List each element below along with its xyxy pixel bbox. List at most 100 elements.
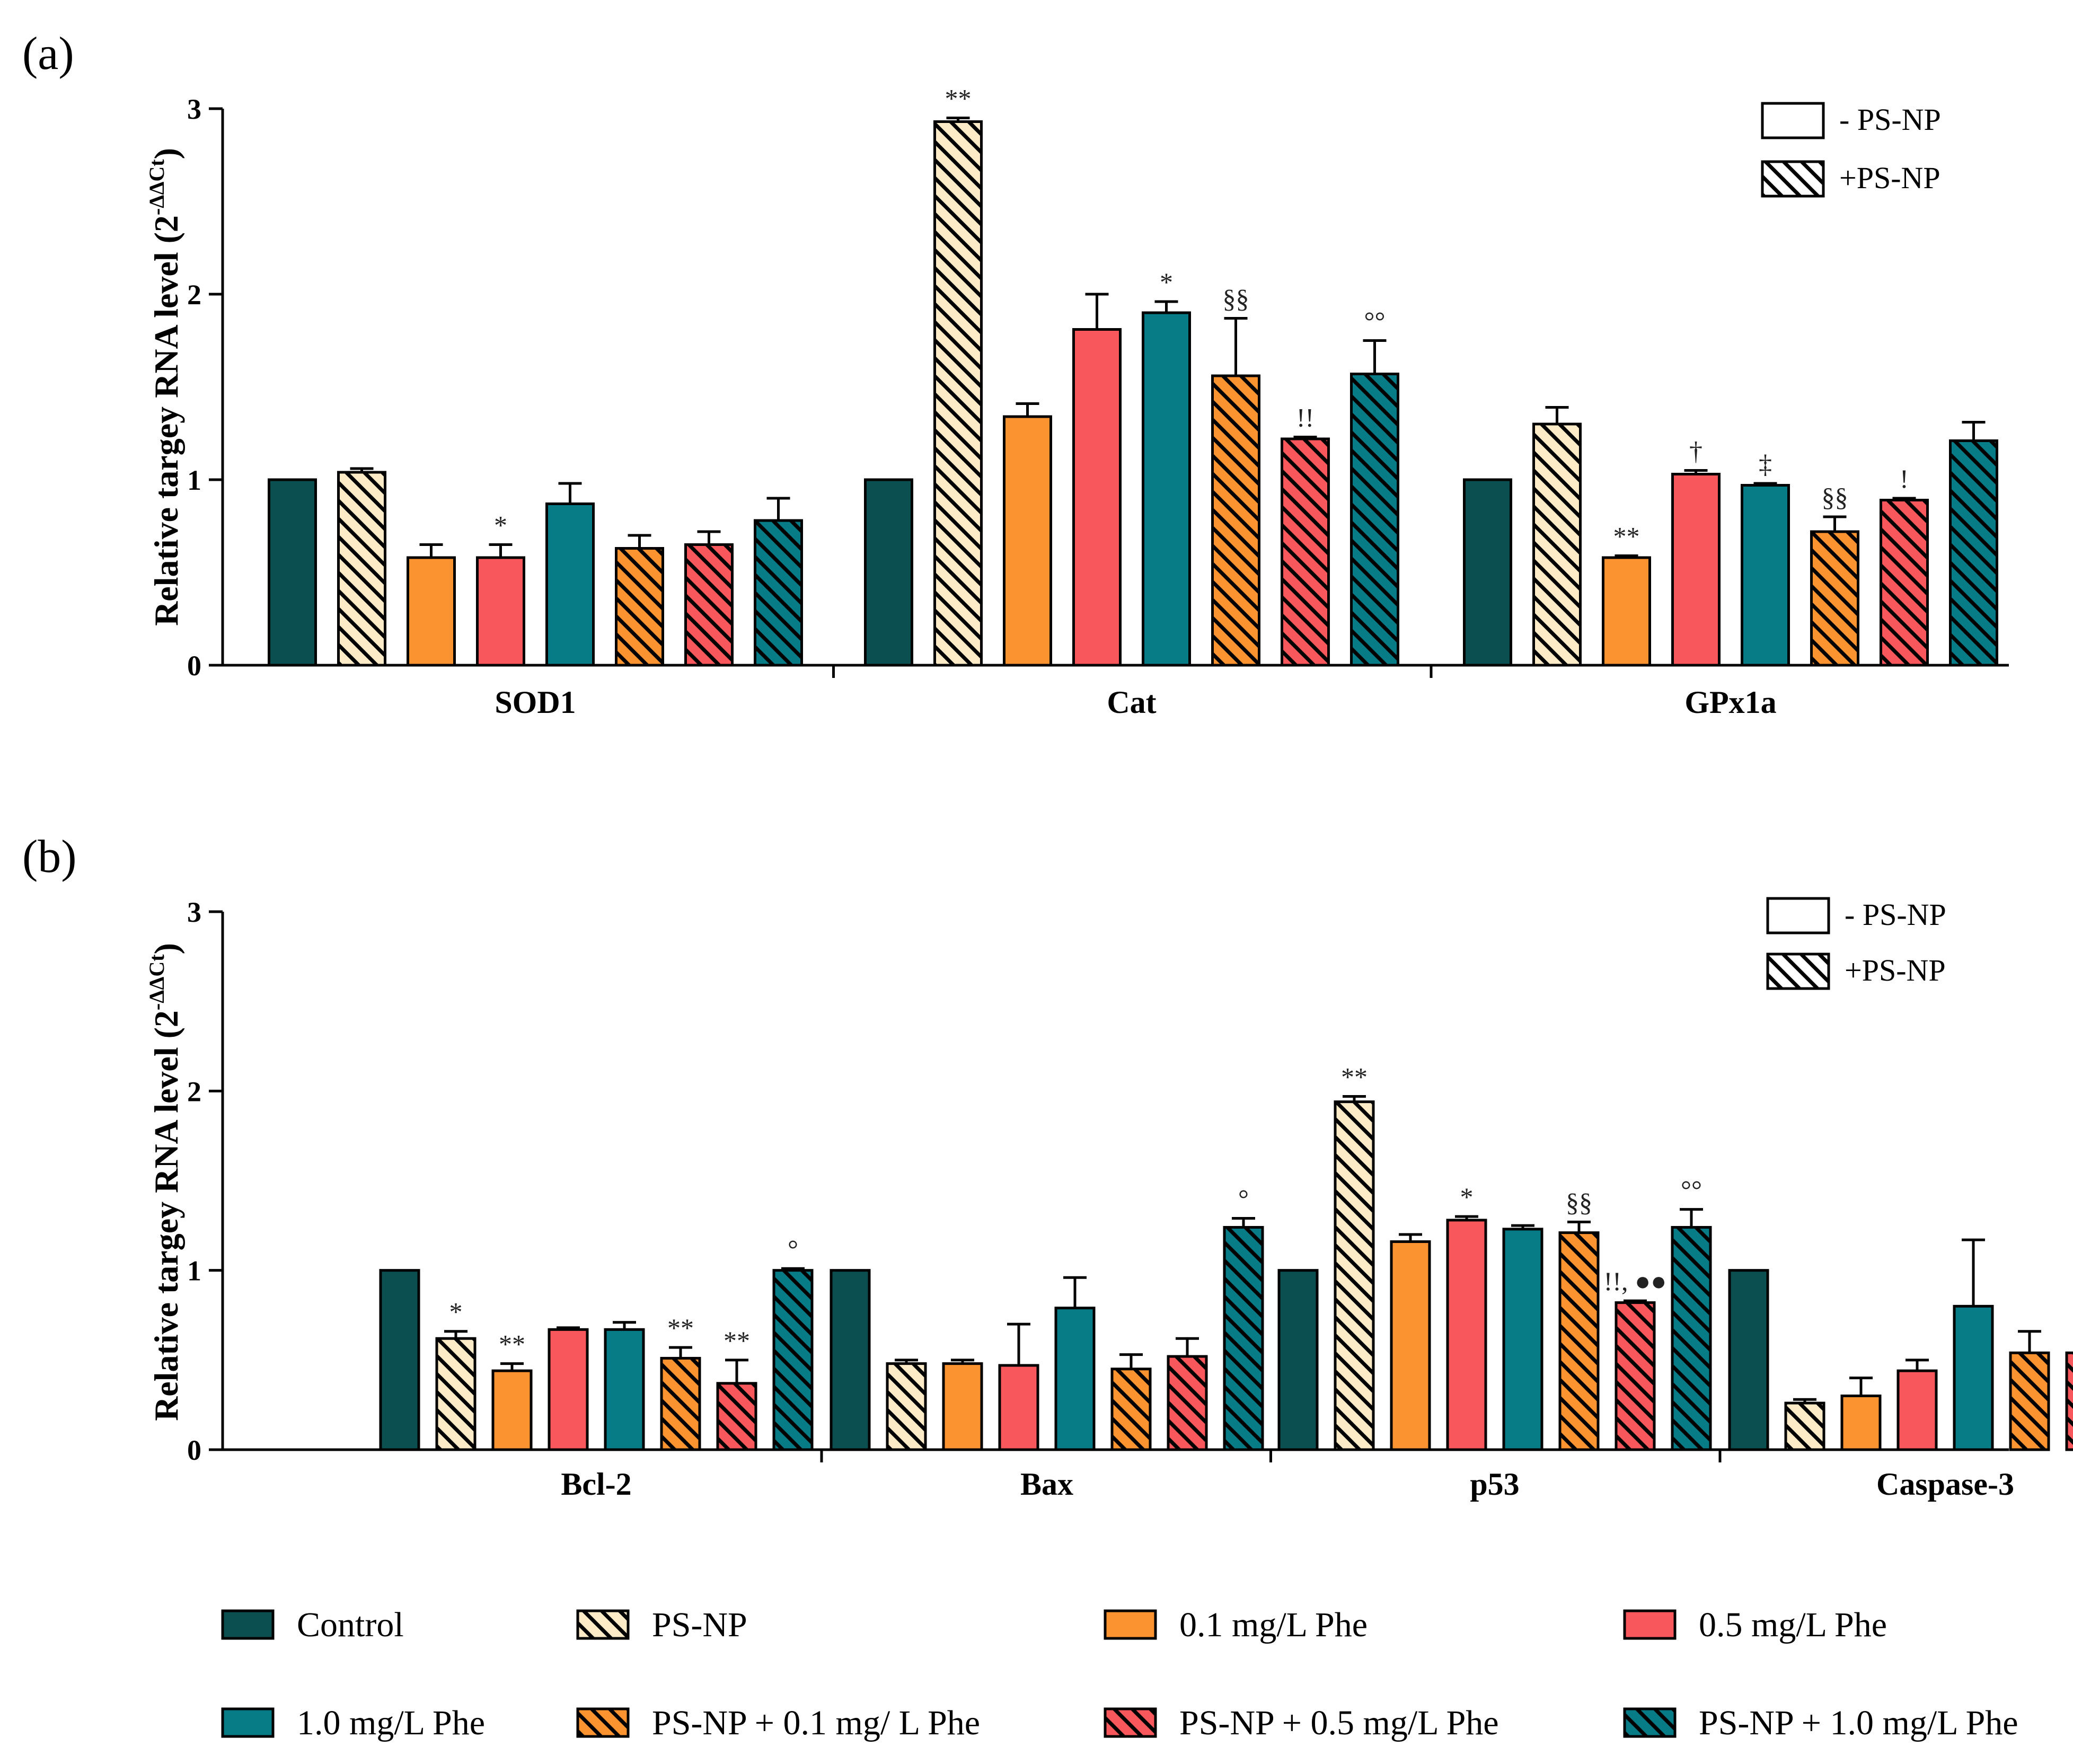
legend-item-psnp: PS-NP	[576, 1606, 747, 1644]
significance-label: °	[788, 1234, 798, 1264]
mini-legend-label: - PS-NP	[1839, 102, 1941, 137]
y-tick-label: 1	[187, 1255, 201, 1287]
significance-label: †	[1689, 436, 1702, 466]
mini-legend-swatch-plain	[1766, 897, 1830, 934]
bar-cat-ps_phe10	[1350, 373, 1399, 667]
significance-label: °°	[1681, 1175, 1702, 1205]
bar-gpx1a-phe05	[1671, 473, 1721, 667]
bar-p53-ps_phe01	[1558, 1231, 1600, 1451]
category-caspase-3	[1728, 1238, 2073, 1451]
bar-gpx1a-phe10	[1741, 484, 1790, 667]
bar-sod1-ps_phe10	[754, 519, 803, 667]
significance-label: §§	[1822, 482, 1848, 512]
bar-caspase-3-phe10	[1953, 1304, 1994, 1451]
category-bax: °	[830, 1184, 1264, 1451]
y-tick-label: 3	[187, 896, 201, 928]
bar-bcl-2-phe05	[548, 1328, 589, 1451]
y-tick-label: 0	[187, 650, 201, 682]
bar-bcl-2-control	[379, 1269, 420, 1451]
category-bcl-2: ***** **°	[379, 1234, 814, 1451]
bar-cat-psnp	[933, 120, 983, 667]
legend-item-ps_phe01: PS-NP + 0.1 mg/ L Phe	[576, 1704, 980, 1742]
legend-item-phe05: 0.5 mg/L Phe	[1623, 1606, 1887, 1644]
legend-item-ps_phe05: PS-NP + 0.5 mg/L Phe	[1104, 1704, 1499, 1742]
bar-caspase-3-phe05	[1896, 1369, 1938, 1451]
bar-gpx1a-ps_phe10	[1949, 439, 1998, 667]
bar-bax-ps_phe01	[1110, 1368, 1152, 1451]
bar-bax-phe05	[998, 1364, 1039, 1451]
y-axis-title-superscript: -ΔΔCt	[145, 954, 169, 1010]
panel-b: (b)Relative targey RNA level (2-ΔΔCt)012…	[22, 831, 2073, 1502]
significance-label: **	[667, 1313, 694, 1343]
significance-label: *	[449, 1297, 463, 1327]
legend-swatch	[1623, 1707, 1677, 1738]
legend-label: 1.0 mg/L Phe	[297, 1704, 485, 1742]
legend-swatch	[576, 1707, 630, 1738]
legend-label: PS-NP + 0.1 mg/ L Phe	[652, 1704, 980, 1742]
significance-label: **	[945, 84, 972, 113]
legend-label: PS-NP	[652, 1606, 747, 1644]
y-axis-title-text: Relative targey RNA level (2	[147, 215, 185, 626]
mini-legend-swatch-hatched	[1761, 160, 1825, 198]
bar-cat-ps_phe05	[1281, 437, 1330, 667]
bar-p53-phe05	[1446, 1219, 1487, 1451]
bar-bax-psnp	[886, 1362, 927, 1451]
y-axis-title: Relative targey RNA level (2-ΔΔCt)	[145, 943, 185, 1421]
significance-label: **	[724, 1326, 750, 1355]
bar-gpx1a-control	[1463, 478, 1512, 667]
significance-label: **	[1613, 522, 1640, 551]
category-cat: ***§§!!°°	[864, 84, 1399, 667]
bar-cat-control	[864, 478, 913, 667]
significance-label: °	[1238, 1184, 1249, 1214]
category-gpx1a: ** † ‡ §§!	[1463, 406, 1998, 667]
significance-label: **	[499, 1329, 525, 1359]
significance-label: !!	[1296, 403, 1314, 433]
category-sod1: *	[268, 467, 803, 667]
bar-sod1-phe01	[407, 556, 456, 667]
bar-p53-phe10	[1502, 1228, 1543, 1451]
y-axis-title: Relative targey RNA level (2-ΔΔCt)	[145, 148, 185, 626]
bar-p53-phe01	[1390, 1240, 1431, 1451]
legend-swatch	[1104, 1609, 1157, 1640]
category-label: SOD1	[495, 685, 576, 720]
bar-bax-phe10	[1054, 1307, 1096, 1451]
bar-bax-ps_phe05	[1167, 1355, 1208, 1451]
bar-sod1-control	[268, 478, 317, 667]
bar-gpx1a-phe01	[1602, 556, 1651, 667]
legend-item-ps_phe10: PS-NP + 1.0 mg/L Phe	[1623, 1704, 2018, 1742]
bar-cat-phe05	[1072, 328, 1122, 667]
y-axis-title-close: )	[147, 943, 185, 954]
significance-label: **	[1341, 1062, 1368, 1091]
panel-a: (a)Relative targey RNA level (2-ΔΔCt)012…	[22, 28, 2009, 720]
significance-label: §§	[1223, 284, 1249, 314]
category-label: Caspase-3	[1876, 1467, 2014, 1502]
significance-label: ‡	[1759, 449, 1772, 479]
legend-label: 0.5 mg/L Phe	[1699, 1606, 1887, 1644]
y-axis-title-superscript: -ΔΔCt	[145, 159, 169, 215]
bar-caspase-3-ps_phe05	[2065, 1351, 2073, 1451]
mini-legend: - PS-NP +PS-NP	[1766, 897, 1946, 990]
legend-item-control: Control	[221, 1606, 404, 1644]
bar-bcl-2-ps_phe05	[716, 1382, 757, 1451]
significance-label: !	[1900, 464, 1909, 493]
legend-label: PS-NP + 0.5 mg/L Phe	[1179, 1704, 1499, 1742]
bar-sod1-ps_phe05	[684, 543, 734, 667]
legend-swatch	[576, 1609, 630, 1640]
mini-legend-label: +PS-NP	[1845, 953, 1946, 987]
bar-gpx1a-ps_phe01	[1810, 530, 1859, 667]
bar-caspase-3-phe01	[1840, 1395, 1882, 1451]
legend-swatch	[221, 1609, 275, 1640]
mini-legend-label: - PS-NP	[1845, 897, 1946, 932]
significance-label: °°	[1364, 306, 1386, 336]
bar-cat-ps_phe01	[1211, 374, 1260, 667]
bar-p53-ps_phe05	[1615, 1301, 1656, 1451]
legend-swatch	[1623, 1609, 1677, 1640]
legend-label: PS-NP + 1.0 mg/L Phe	[1699, 1704, 2018, 1742]
legend-item-phe01: 0.1 mg/L Phe	[1104, 1606, 1368, 1644]
bar-bcl-2-psnp	[435, 1337, 477, 1451]
significance-label: §§	[1566, 1187, 1592, 1217]
bar-cat-phe10	[1142, 311, 1191, 667]
bar-sod1-psnp	[337, 471, 386, 667]
bar-gpx1a-psnp	[1532, 422, 1582, 667]
